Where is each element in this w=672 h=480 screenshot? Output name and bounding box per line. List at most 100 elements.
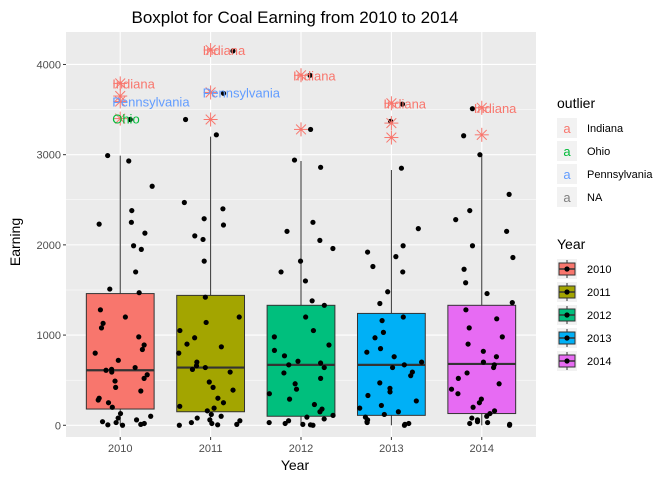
legend-year-label: 2011 [587, 287, 611, 299]
data-point [218, 344, 224, 350]
data-point [387, 389, 393, 395]
data-point [144, 372, 150, 378]
legend-outlier-glyph: a [563, 190, 571, 205]
outlier-marker [384, 96, 399, 111]
x-tick-label: 2013 [379, 443, 403, 455]
data-point [377, 300, 383, 307]
data-point [493, 354, 500, 360]
outlier-marker [113, 94, 128, 109]
legend-year-key-point [564, 289, 570, 295]
data-point [499, 334, 505, 340]
data-point [133, 269, 139, 275]
data-point [129, 207, 135, 214]
data-point [282, 420, 288, 427]
outlier-label: Indiana [293, 68, 336, 83]
data-point [176, 422, 182, 428]
data-point [377, 380, 383, 386]
data-point [480, 359, 487, 365]
data-point [469, 106, 475, 112]
data-point [266, 391, 272, 397]
data-point [321, 364, 327, 371]
data-point [95, 397, 101, 403]
data-point [326, 342, 332, 348]
legend-outlier-label: NA [587, 192, 603, 204]
data-point [132, 364, 138, 371]
legend-year-label: 2010 [587, 264, 611, 276]
legend-outlier-key [557, 141, 577, 161]
data-point [504, 228, 510, 234]
data-point [103, 367, 109, 373]
outlier-star-stroke [386, 117, 397, 129]
data-point [317, 360, 324, 366]
data-point [310, 327, 317, 334]
outlier-marker [384, 130, 399, 145]
data-point [284, 228, 290, 234]
outlier-label: Pennsylvania [203, 85, 281, 100]
outlier-star-stroke [114, 96, 126, 107]
legend-outlier: outlier a Indiana a Ohio a Pennsylvania a NA [557, 95, 653, 207]
data-point [105, 152, 111, 159]
x-tick-label: 2011 [199, 443, 223, 455]
legend-year-key-point [564, 312, 570, 318]
outlier-star-stroke [386, 98, 397, 109]
data-point [455, 391, 461, 397]
legend-year-key-point [564, 358, 570, 364]
data-point [330, 412, 336, 418]
data-point [387, 385, 393, 391]
data-point [490, 364, 497, 371]
data-point [105, 422, 111, 428]
outlier-marker [474, 127, 489, 142]
data-point [115, 415, 121, 421]
data-point [100, 320, 106, 326]
data-point [138, 421, 144, 427]
data-point [395, 409, 401, 415]
data-point [293, 386, 300, 392]
data-point [177, 403, 183, 409]
data-point [237, 418, 243, 424]
data-point [476, 400, 482, 406]
data-point [415, 226, 421, 232]
x-tick-label: 2010 [108, 443, 132, 455]
data-point [510, 254, 516, 261]
data-point [105, 400, 112, 406]
data-point [130, 243, 137, 249]
data-point [266, 419, 272, 426]
data-point [133, 417, 140, 423]
data-point [400, 269, 406, 275]
outlier-star-stroke [205, 114, 216, 125]
data-point [204, 408, 210, 414]
data-point [321, 416, 327, 422]
data-point [234, 421, 240, 427]
data-point [107, 286, 113, 292]
legend-year-key-point [564, 266, 570, 272]
data-point [220, 400, 227, 406]
data-point [201, 258, 207, 264]
data-point [380, 329, 387, 335]
data-point [181, 199, 187, 206]
data-point [117, 410, 124, 417]
data-point [303, 314, 309, 320]
outlier-marker [203, 112, 218, 127]
data-point [318, 164, 324, 170]
legend-outlier-key [557, 118, 577, 138]
data-point [491, 408, 498, 414]
outlier-marker [113, 111, 128, 126]
data-point [484, 413, 490, 419]
data-point [494, 316, 500, 322]
data-point [218, 413, 224, 419]
data-point [469, 415, 475, 421]
data-point [281, 353, 288, 359]
outlier-label: Ohio [112, 112, 139, 127]
data-point [401, 362, 407, 368]
data-point [310, 422, 316, 428]
y-tick-label: 2000 [37, 240, 61, 252]
data-point [230, 387, 236, 393]
y-tick-label: 1000 [37, 330, 61, 342]
x-tick-label: 2012 [289, 443, 313, 455]
data-point [192, 233, 198, 239]
data-point [466, 325, 472, 331]
data-point [215, 422, 221, 428]
data-point [193, 363, 200, 369]
data-point [357, 405, 363, 411]
